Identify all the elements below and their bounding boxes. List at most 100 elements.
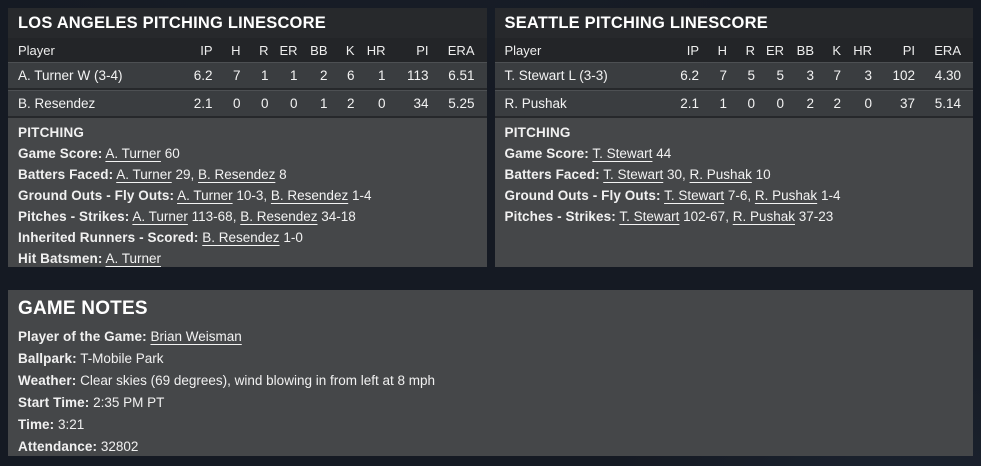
stat-k: 2 <box>833 96 841 111</box>
stat-value: 1-4 <box>820 188 841 203</box>
player-link[interactable]: A. Turner <box>105 251 162 266</box>
note-line-attendance: Attendance: 32802 <box>18 436 963 456</box>
stat-hr: 3 <box>864 68 872 83</box>
stat-label: Game Score: <box>18 146 103 161</box>
note-value: Clear skies (69 degrees), wind blowing i… <box>80 373 436 388</box>
player-link[interactable]: R. Pushak <box>504 96 567 111</box>
stat-ip: 6.2 <box>193 68 213 83</box>
stat-value: 8 <box>279 167 287 182</box>
decision-text: L (3-3) <box>568 68 608 83</box>
note-value: T-Mobile Park <box>80 351 164 366</box>
stat-line-game-score: Game Score: A. Turner 60 <box>18 143 477 164</box>
panel-game-notes: GAME NOTES Player of the Game: Brian Wei… <box>8 290 973 456</box>
la-header-k: K <box>345 42 355 58</box>
la-header-pi: PI <box>416 42 429 58</box>
player-link[interactable]: B. Resendez <box>270 188 349 203</box>
table-row: A. Turner W (3-4) 6.2 7 1 1 2 6 1 113 6.5… <box>8 62 487 90</box>
panel-title-seattle: SEATTLE PITCHING LINESCORE <box>494 8 973 38</box>
stat-value: 29, <box>175 167 195 182</box>
stat-value: 10 <box>755 167 771 182</box>
note-value: 2:35 PM PT <box>93 395 165 410</box>
player-link[interactable]: T. Stewart <box>619 209 680 224</box>
player-link[interactable]: A. Turner <box>132 209 188 224</box>
stat-value: 30, <box>667 167 686 182</box>
player-link[interactable]: R. Pushak <box>689 167 752 182</box>
player-link[interactable]: T. Stewart <box>592 146 653 161</box>
decision-text: W (3-4) <box>77 68 123 83</box>
la-header-r: R <box>259 42 269 58</box>
stat-ip: 2.1 <box>680 96 699 111</box>
stat-pi: 102 <box>892 68 915 83</box>
stat-value: 1-4 <box>351 188 372 203</box>
sea-header-er: ER <box>765 42 784 58</box>
la-header-hr: HR <box>366 42 386 58</box>
player-link[interactable]: A. Turner <box>18 68 74 83</box>
player-link[interactable]: B. Resendez <box>202 230 280 245</box>
stat-k: 2 <box>346 96 355 111</box>
player-link[interactable]: T. Stewart <box>603 167 664 182</box>
panel-seattle-pitching: SEATTLE PITCHING LINESCORE Player IP H R… <box>494 8 974 267</box>
game-notes-body: Player of the Game: Brian Weisman Ballpa… <box>18 326 963 456</box>
la-pitching-section: PITCHING Game Score: A. Turner 60 Batter… <box>8 118 487 267</box>
note-value: 3:21 <box>58 417 85 432</box>
stat-k: 7 <box>833 68 841 83</box>
stat-label: Batters Faced: <box>18 167 114 182</box>
player-link[interactable]: R. Pushak <box>754 188 818 203</box>
stat-bb: 2 <box>319 68 328 83</box>
stat-k: 6 <box>346 68 355 83</box>
stat-line-game-score: Game Score: T. Stewart 44 <box>505 143 964 164</box>
stat-value: 60 <box>164 146 180 161</box>
panel-title-los-angeles: LOS ANGELES PITCHING LINESCORE <box>8 8 487 38</box>
sea-header-hr: HR <box>853 42 872 58</box>
player-link[interactable]: T. Stewart <box>664 188 725 203</box>
stat-bb: 1 <box>319 96 328 111</box>
stat-value: 7-6, <box>727 188 752 203</box>
sea-header-era: ERA <box>934 42 961 58</box>
stat-line-batters-faced: Batters Faced: A. Turner 29, B. Resendez… <box>18 164 477 185</box>
note-line-ballpark: Ballpark: T-Mobile Park <box>18 348 963 370</box>
note-line-weather: Weather: Clear skies (69 degrees), wind … <box>18 370 963 392</box>
stat-bb: 2 <box>806 96 814 111</box>
player-link[interactable]: Brian Weisman <box>150 329 242 344</box>
note-line-player-of-the-game: Player of the Game: Brian Weisman <box>18 326 963 348</box>
player-link[interactable]: A. Turner <box>105 146 161 161</box>
stat-line-pitches-strikes: Pitches - Strikes: A. Turner 113-68, B. … <box>18 206 477 227</box>
pitcher-cell: T. Stewart L (3-3) <box>495 68 660 83</box>
player-link[interactable]: A. Turner <box>116 167 172 182</box>
stat-hr: 0 <box>377 96 386 111</box>
player-link[interactable]: B. Resendez <box>18 96 96 111</box>
stat-hr: 1 <box>377 68 386 83</box>
pitcher-cell: A. Turner W (3-4) <box>8 68 173 83</box>
player-link[interactable]: B. Resendez <box>198 167 276 182</box>
table-row: R. Pushak 2.1 1 0 0 2 2 0 37 5.14 <box>494 90 973 118</box>
stat-h: 7 <box>232 68 241 83</box>
stat-value: 34-18 <box>321 209 356 224</box>
player-link[interactable]: T. Stewart <box>504 68 565 83</box>
table-row: T. Stewart L (3-3) 6.2 7 5 5 3 7 3 102 4.… <box>494 62 973 90</box>
stat-line-batters-faced: Batters Faced: T. Stewart 30, R. Pushak … <box>505 164 964 185</box>
player-link[interactable]: A. Turner <box>177 188 233 203</box>
sea-pitching-section: PITCHING Game Score: T. Stewart 44 Batte… <box>495 118 974 267</box>
section-title: PITCHING <box>18 125 85 140</box>
stat-value: 37-23 <box>798 209 834 224</box>
note-label: Player of the Game: <box>18 329 147 344</box>
stat-er: 1 <box>289 68 298 83</box>
la-table-header: Player IP H R ER BB K HR PI ERA <box>8 38 487 62</box>
stat-er: 5 <box>776 68 784 83</box>
stat-label: Batters Faced: <box>504 167 600 182</box>
stat-r: 0 <box>747 96 755 111</box>
la-header-era: ERA <box>447 42 475 58</box>
stat-era: 4.30 <box>934 68 961 83</box>
stat-label: Game Score: <box>504 146 589 161</box>
stat-era: 6.51 <box>448 68 475 83</box>
stat-label: Ground Outs - Fly Outs: <box>504 188 661 203</box>
note-line-time: Time: 3:21 <box>18 414 963 436</box>
stat-value: 44 <box>656 146 672 161</box>
note-label: Attendance: <box>18 439 98 454</box>
stat-label: Inherited Runners - Scored: <box>18 230 199 245</box>
stat-line-hit-batsmen: Hit Batsmen: A. Turner <box>18 248 477 267</box>
player-link[interactable]: R. Pushak <box>732 209 795 224</box>
sea-header-h: H <box>717 42 727 58</box>
stat-er: 0 <box>776 96 784 111</box>
player-link[interactable]: B. Resendez <box>240 209 318 224</box>
